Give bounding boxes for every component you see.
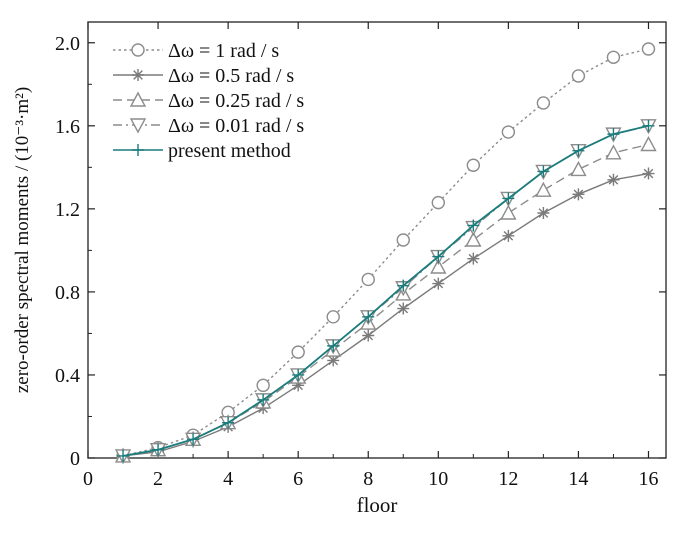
data-point xyxy=(292,368,305,381)
y-tick-label: 1.2 xyxy=(55,199,80,221)
x-tick-label: 16 xyxy=(638,468,658,490)
data-point xyxy=(256,378,270,393)
plot-area-frame xyxy=(87,21,667,459)
series-layer xyxy=(114,42,657,465)
data-point xyxy=(535,181,552,197)
data-point xyxy=(292,379,305,392)
legend-entry: present method xyxy=(113,140,291,162)
x-tick-label: 6 xyxy=(293,468,303,490)
data-point xyxy=(640,136,657,152)
data-point xyxy=(432,250,445,263)
legend-entry: Δω = 0.01 rad / s xyxy=(113,115,304,137)
data-point xyxy=(607,128,620,141)
data-point xyxy=(257,393,270,406)
data-point xyxy=(430,258,447,274)
legend: Δω = 1 rad / s Δω = 0.5 rad / s Δω = 0.25 … xyxy=(113,40,304,162)
data-point xyxy=(397,279,410,292)
data-point xyxy=(537,207,550,220)
data-point xyxy=(467,219,480,232)
data-point xyxy=(117,449,130,462)
data-point xyxy=(570,160,587,177)
x-tick-label: 8 xyxy=(363,468,373,490)
data-point xyxy=(572,188,585,201)
data-point xyxy=(397,302,410,315)
data-point xyxy=(571,69,586,83)
x-tick-label: 2 xyxy=(153,468,163,490)
data-point xyxy=(536,96,551,110)
legend-marker xyxy=(131,43,145,57)
x-tick-label: 12 xyxy=(498,468,518,490)
series-3 xyxy=(114,136,657,463)
data-point xyxy=(327,354,340,367)
y-tick-label: 0 xyxy=(70,448,80,470)
series-line xyxy=(122,48,649,457)
data-point xyxy=(291,345,305,359)
data-point xyxy=(466,158,481,172)
y-tick-label: 0.8 xyxy=(55,282,80,304)
series-line xyxy=(122,124,649,457)
legend-entry: Δω = 0.5 rad / s xyxy=(113,65,294,87)
data-point xyxy=(500,204,517,220)
legend-label: Δω = 0.5 rad / s xyxy=(168,65,294,87)
x-tick-label: 0 xyxy=(83,468,93,490)
y-tick-label: 1.6 xyxy=(55,116,80,138)
data-point xyxy=(607,173,620,186)
axis-ticks xyxy=(87,22,666,459)
data-point xyxy=(432,277,445,290)
x-tick-label: 4 xyxy=(223,468,233,490)
data-point xyxy=(641,42,656,56)
legend-marker xyxy=(129,118,147,134)
y-axis-label: zero-order spectral moments / (10⁻³·m²) xyxy=(12,87,33,393)
data-point xyxy=(152,443,165,456)
y-tick-label: 2.0 xyxy=(55,33,80,55)
data-point xyxy=(465,231,482,247)
legend-label: Δω = 0.01 rad / s xyxy=(168,115,304,137)
data-point xyxy=(222,416,235,429)
y-tick-label: 0.4 xyxy=(55,365,80,387)
legend-marker xyxy=(132,69,144,81)
data-point xyxy=(606,50,621,64)
data-point xyxy=(361,272,375,287)
x-tick-labels: 0 2 4 6 8 10 12 14 16 xyxy=(83,468,658,490)
series-line xyxy=(122,172,649,457)
data-point xyxy=(501,125,516,139)
legend-marker xyxy=(132,144,144,156)
legend-label: Δω = 1 rad / s xyxy=(168,40,279,62)
legend-entry: Δω = 1 rad / s xyxy=(113,40,279,62)
y-tick-labels: 0 0.4 0.8 1.2 1.6 2.0 xyxy=(55,33,80,470)
series-5 xyxy=(117,119,655,462)
data-point xyxy=(502,229,515,242)
data-point xyxy=(326,310,340,324)
x-tick-label: 14 xyxy=(568,468,588,490)
data-point xyxy=(431,195,446,210)
series-2 xyxy=(117,167,655,462)
legend-label: present method xyxy=(168,140,291,162)
legend-marker xyxy=(129,91,147,107)
legend-label: Δω = 0.25 rad / s xyxy=(168,90,304,112)
data-point xyxy=(396,233,410,247)
legend-entry: Δω = 0.25 rad / s xyxy=(113,90,304,112)
data-point xyxy=(362,310,375,323)
data-point xyxy=(605,144,622,160)
x-tick-label: 10 xyxy=(428,468,448,490)
x-axis-label: floor xyxy=(357,493,398,517)
data-point xyxy=(362,329,375,342)
data-point xyxy=(327,339,340,352)
data-point xyxy=(187,433,200,446)
data-point xyxy=(502,192,515,205)
data-point xyxy=(642,167,655,180)
data-point xyxy=(537,165,550,178)
data-point xyxy=(572,144,585,157)
data-point xyxy=(642,119,655,132)
data-point xyxy=(467,252,480,265)
